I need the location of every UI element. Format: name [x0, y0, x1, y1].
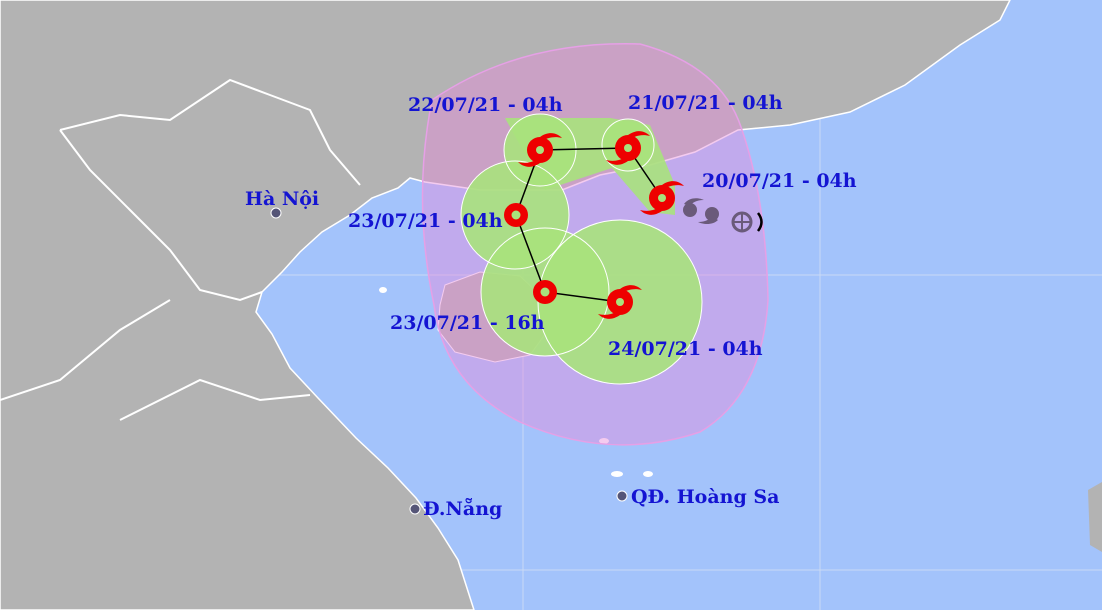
- city-label-hanoi: Hà Nội: [245, 188, 320, 210]
- city-marker-danang: [409, 503, 421, 515]
- forecast-label-20-07: 20/07/21 - 04h: [702, 170, 857, 192]
- past-track-icons: [683, 198, 763, 233]
- philippines-land: [1088, 482, 1102, 552]
- tropical-depression-icon: [504, 203, 528, 227]
- paracel-islands: [379, 287, 653, 477]
- wind-radius-circles: [460, 113, 703, 385]
- city-label-danang: Đ.Nẵng: [423, 498, 503, 520]
- label-hoang-sa: QĐ. Hoàng Sa: [631, 486, 780, 508]
- forecast-label-23-07-04h: 23/07/21 - 04h: [348, 210, 503, 232]
- tropical-depression-icon: [533, 280, 557, 304]
- marker-hoang-sa: [616, 490, 628, 502]
- forecast-label-21-07: 21/07/21 - 04h: [628, 92, 783, 114]
- forecast-label-24-07: 24/07/21 - 04h: [608, 338, 763, 360]
- forecast-label-22-07: 22/07/21 - 04h: [408, 94, 563, 116]
- province-borders: [0, 78, 361, 421]
- city-marker-hanoi: [270, 207, 282, 219]
- forecast-label-23-07-16h: 23/07/21 - 16h: [390, 312, 545, 334]
- mainland: [0, 0, 1011, 610]
